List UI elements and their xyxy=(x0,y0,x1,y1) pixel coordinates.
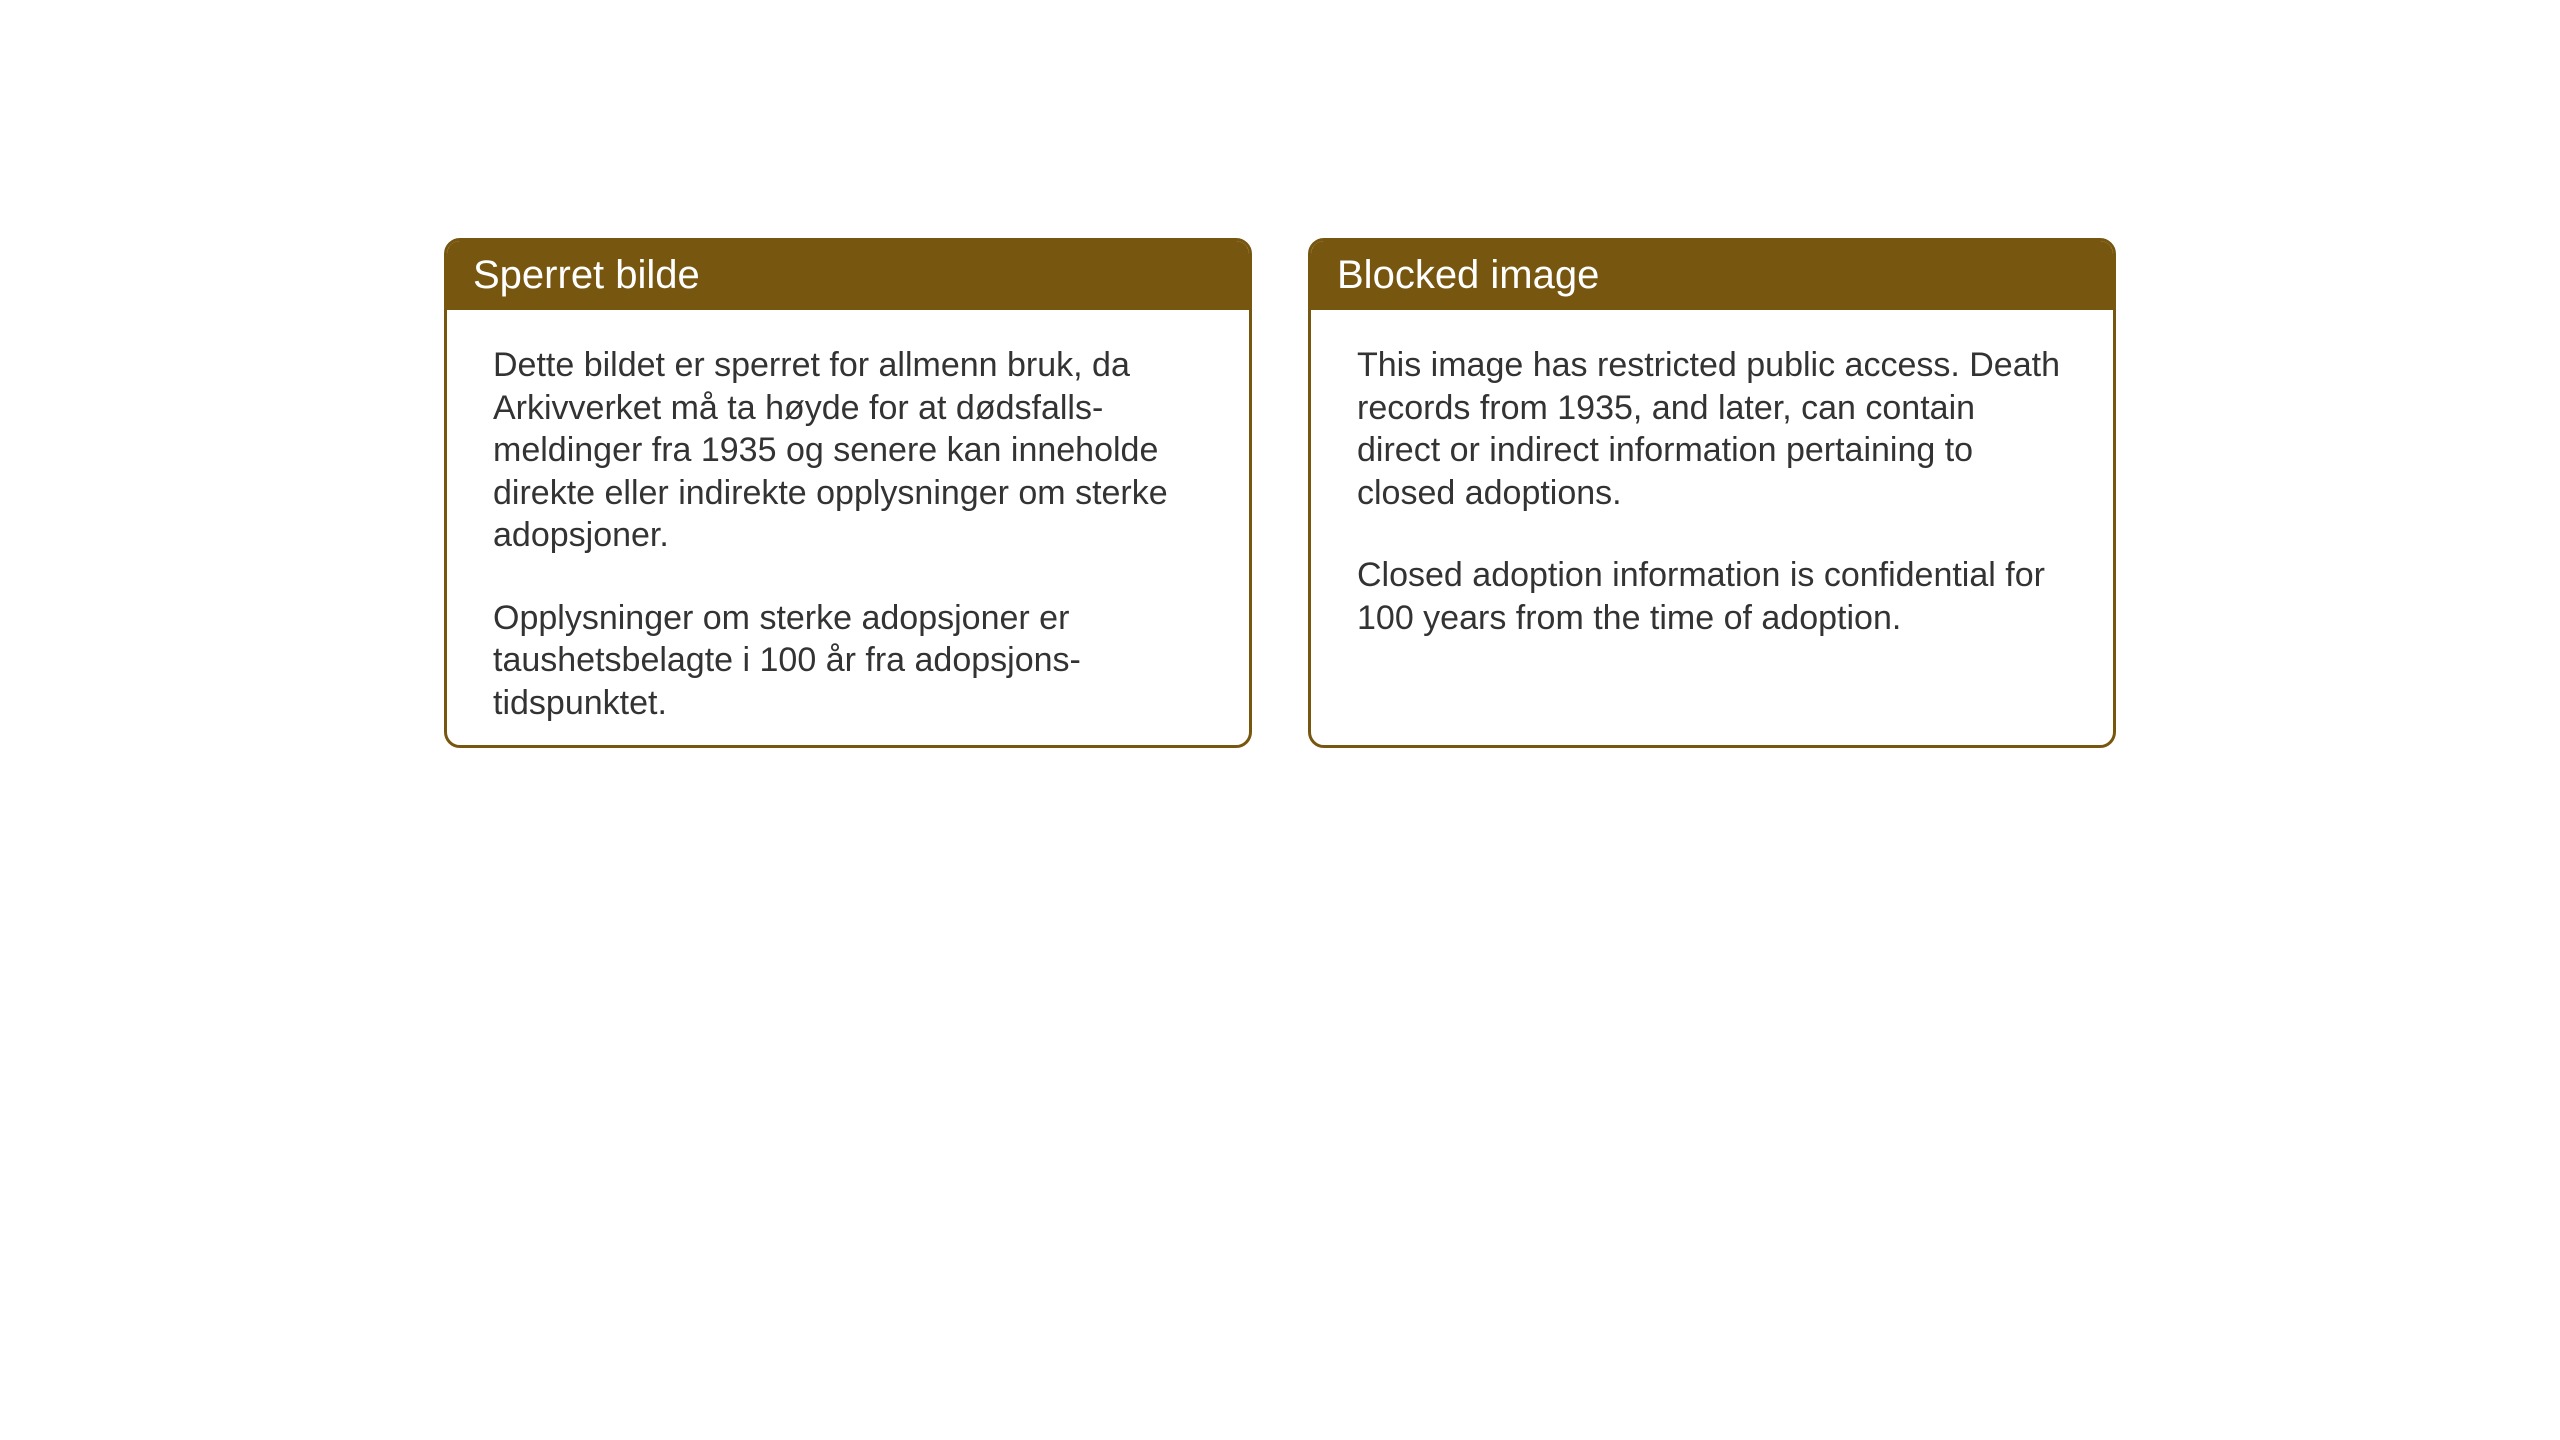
english-paragraph-2: Closed adoption information is confident… xyxy=(1357,554,2067,639)
english-card-header: Blocked image xyxy=(1311,241,2113,310)
english-card-title: Blocked image xyxy=(1337,253,1599,297)
norwegian-card-title: Sperret bilde xyxy=(473,253,700,297)
english-card-body: This image has restricted public access.… xyxy=(1311,310,2113,673)
english-card: Blocked image This image has restricted … xyxy=(1308,238,2116,748)
cards-container: Sperret bilde Dette bildet er sperret fo… xyxy=(444,238,2116,748)
norwegian-card-body: Dette bildet er sperret for allmenn bruk… xyxy=(447,310,1249,748)
norwegian-card-header: Sperret bilde xyxy=(447,241,1249,310)
english-paragraph-1: This image has restricted public access.… xyxy=(1357,344,2067,514)
norwegian-paragraph-1: Dette bildet er sperret for allmenn bruk… xyxy=(493,344,1203,557)
norwegian-card: Sperret bilde Dette bildet er sperret fo… xyxy=(444,238,1252,748)
norwegian-paragraph-2: Opplysninger om sterke adopsjoner er tau… xyxy=(493,597,1203,725)
